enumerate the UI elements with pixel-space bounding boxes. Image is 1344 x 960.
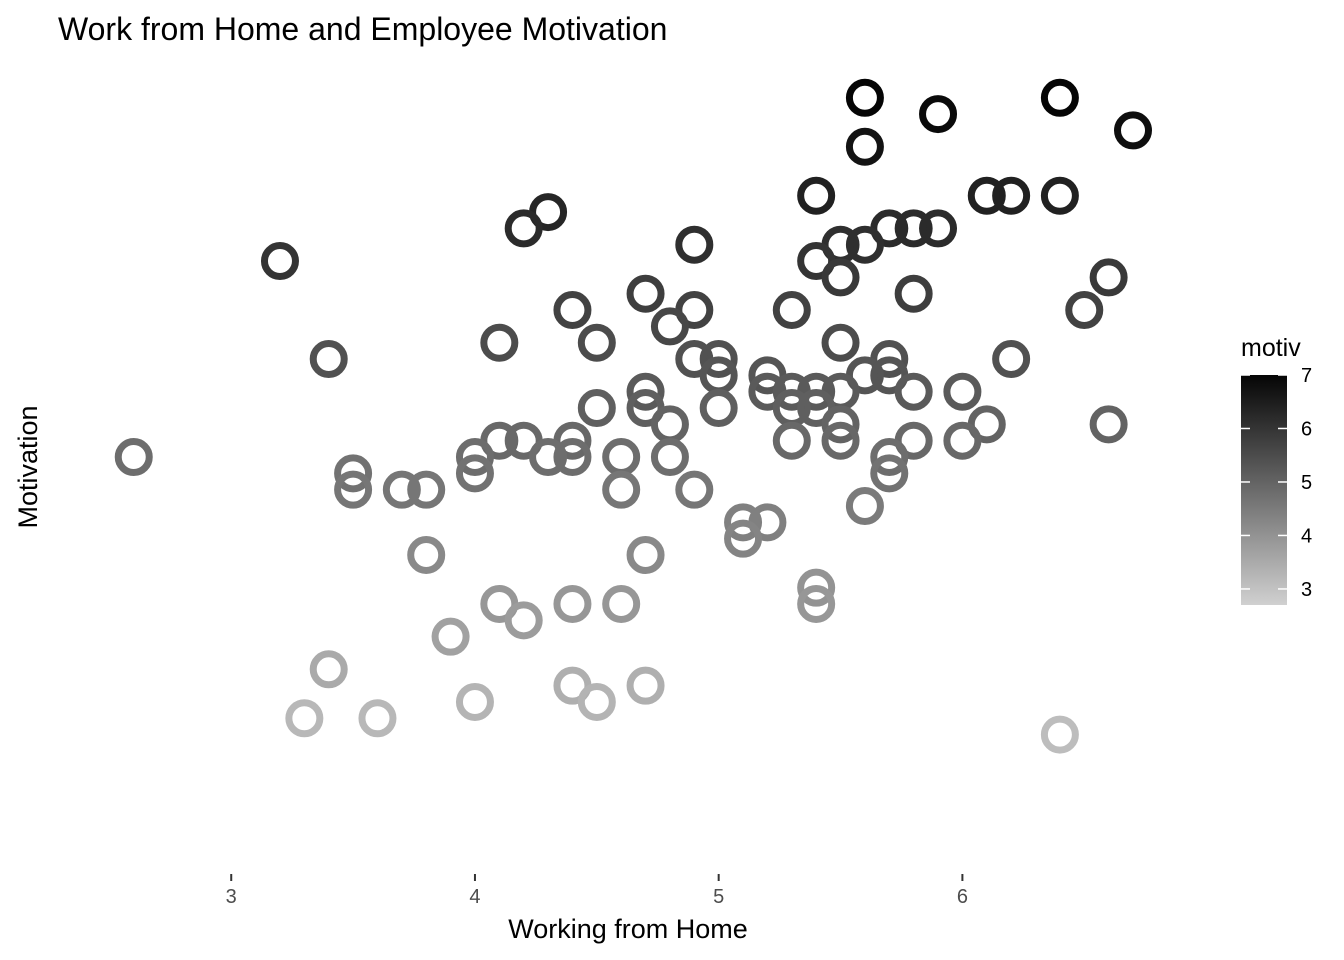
- data-point: [1040, 715, 1079, 754]
- data-point: [943, 421, 982, 460]
- points-layer: [114, 78, 1153, 754]
- legend-tick-label: 4: [1301, 525, 1312, 547]
- data-point: [1114, 111, 1153, 150]
- data-point: [309, 650, 348, 689]
- data-point: [772, 291, 811, 330]
- data-point: [724, 503, 763, 542]
- data-point: [260, 242, 299, 281]
- data-point: [919, 95, 958, 134]
- data-point: [334, 470, 373, 509]
- data-point: [699, 340, 738, 379]
- data-point: [1065, 291, 1104, 330]
- data-point: [504, 209, 543, 248]
- data-point: [285, 699, 324, 738]
- data-point: [1089, 405, 1128, 444]
- data-point: [553, 438, 592, 477]
- x-tick-label: 5: [713, 886, 724, 908]
- data-point: [358, 699, 397, 738]
- data-point: [967, 176, 1006, 215]
- legend-tick-label: 7: [1301, 365, 1312, 387]
- legend-tick-label: 6: [1301, 418, 1312, 440]
- data-point: [821, 258, 860, 297]
- data-point: [1089, 258, 1128, 297]
- data-point: [797, 584, 836, 623]
- data-point: [992, 340, 1031, 379]
- data-point: [870, 438, 909, 477]
- data-point: [894, 274, 933, 313]
- data-point: [626, 372, 665, 411]
- data-point: [992, 176, 1031, 215]
- chart-title: Work from Home and Employee Motivation: [58, 11, 667, 47]
- data-point: [699, 389, 738, 428]
- data-point: [821, 421, 860, 460]
- data-point: [675, 225, 714, 264]
- data-point: [334, 454, 373, 493]
- data-point: [650, 405, 689, 444]
- data-point: [407, 535, 446, 574]
- x-tick-label: 4: [469, 886, 480, 908]
- x-axis-title: Working from Home: [508, 914, 748, 944]
- data-point: [626, 666, 665, 705]
- x-tick-label: 3: [226, 886, 237, 908]
- data-point: [797, 568, 836, 607]
- data-point: [943, 372, 982, 411]
- data-point: [650, 307, 689, 346]
- data-point: [845, 225, 884, 264]
- data-point: [553, 291, 592, 330]
- x-axis-ticks: 3 4 5 6: [226, 874, 968, 908]
- data-point: [650, 438, 689, 477]
- data-point: [626, 274, 665, 313]
- legend-tick-label: 5: [1301, 472, 1312, 494]
- data-point: [821, 323, 860, 362]
- data-point: [431, 617, 470, 656]
- data-point: [894, 209, 933, 248]
- data-point: [455, 454, 494, 493]
- data-point: [577, 323, 616, 362]
- data-point: [845, 127, 884, 166]
- data-point: [797, 176, 836, 215]
- data-point: [845, 78, 884, 117]
- data-point: [894, 372, 933, 411]
- data-point: [845, 487, 884, 526]
- data-point: [480, 323, 519, 362]
- data-point: [919, 209, 958, 248]
- data-point: [455, 438, 494, 477]
- data-point: [529, 438, 568, 477]
- data-point: [602, 584, 641, 623]
- x-tick-label: 6: [957, 886, 968, 908]
- data-point: [772, 421, 811, 460]
- data-point: [504, 601, 543, 640]
- legend-colorbar: [1241, 375, 1287, 605]
- data-point: [309, 340, 348, 379]
- legend-ticks: 7 6 5 4 3: [1241, 365, 1312, 601]
- data-point: [455, 682, 494, 721]
- data-point: [724, 519, 763, 558]
- data-point: [1040, 176, 1079, 215]
- legend: motiv 7 6 5 4 3: [1241, 334, 1312, 605]
- data-point: [602, 470, 641, 509]
- data-point: [626, 535, 665, 574]
- data-point: [1040, 78, 1079, 117]
- data-point: [114, 438, 153, 477]
- legend-title: motiv: [1241, 334, 1301, 362]
- data-point: [602, 438, 641, 477]
- data-point: [407, 470, 446, 509]
- data-point: [870, 454, 909, 493]
- data-point: [553, 584, 592, 623]
- data-point: [675, 470, 714, 509]
- data-point: [577, 682, 616, 721]
- data-point: [577, 389, 616, 428]
- y-axis-title: Motivation: [13, 405, 43, 528]
- data-point: [382, 470, 421, 509]
- data-point: [821, 405, 860, 444]
- legend-tick-label: 3: [1301, 579, 1312, 601]
